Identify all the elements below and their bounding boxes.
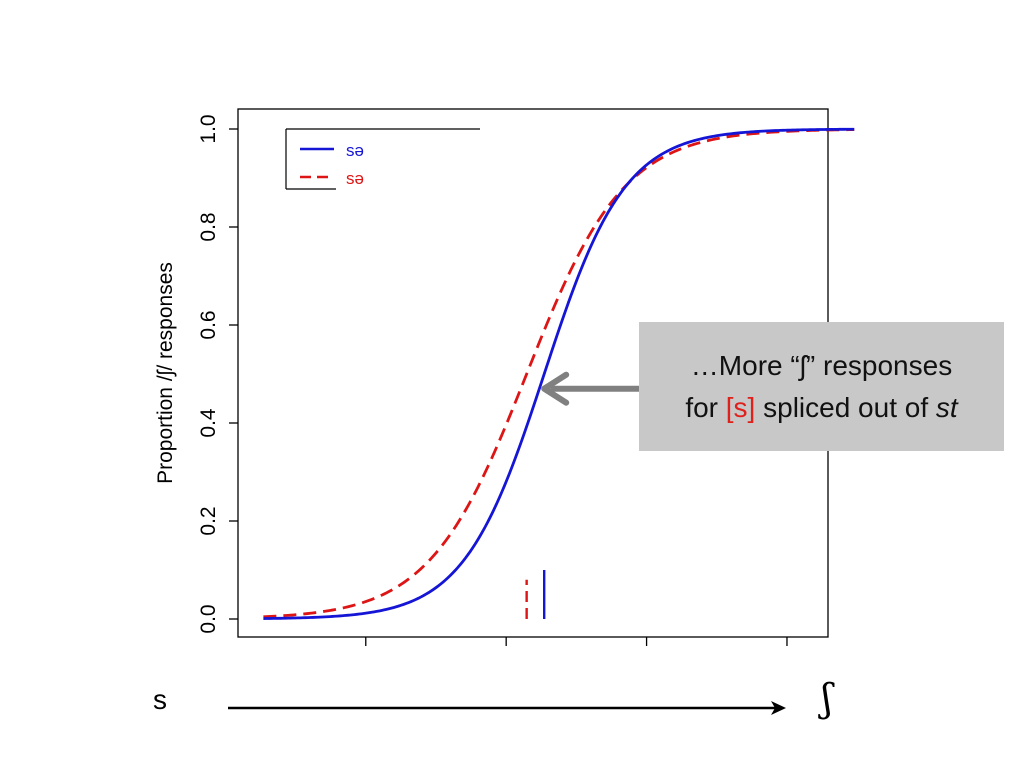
- series-line-dashed: [263, 128, 855, 619]
- callout-line-2: for [s] spliced out of st: [685, 387, 957, 429]
- annotation-arrow-head: [541, 371, 570, 406]
- callout-italic-segment: st: [935, 391, 958, 423]
- callout-red-segment: [s]: [725, 391, 756, 423]
- continuum-arrow-head: [771, 701, 786, 715]
- y-tick-label: 0.0: [197, 604, 220, 633]
- y-tick-label: 0.6: [197, 310, 220, 339]
- boundary-markers: [525, 570, 546, 619]
- y-axis: 0.0 0.2 0.4 0.6 0.8 1.0: [197, 114, 238, 634]
- x-axis: [365, 637, 788, 646]
- legend-label-solid: sə: [346, 141, 364, 160]
- legend: sə sə: [285, 128, 480, 190]
- y-tick-label: 0.2: [197, 506, 220, 535]
- callout-line-2-pre: for: [685, 391, 726, 423]
- y-axis-label: Proportion /ʃ/ responses: [154, 262, 177, 484]
- series-line-solid: [263, 127, 855, 620]
- callout-line-1: …More “ʃ” responses: [690, 349, 953, 381]
- y-tick-label: 1.0: [197, 114, 220, 143]
- continuum-right-label: ʃ: [818, 676, 835, 720]
- annotation-arrow: [541, 371, 640, 406]
- legend-label-dashed: sə: [346, 169, 364, 188]
- y-tick-label: 0.8: [197, 212, 220, 241]
- annotation-callout: …More “ʃ” responses for [s] spliced out …: [639, 322, 1004, 451]
- y-tick-label: 0.4: [197, 408, 220, 438]
- callout-line-2-mid: spliced out of: [755, 391, 936, 423]
- series-layer: [263, 127, 855, 620]
- continuum-left-label: s: [153, 684, 167, 715]
